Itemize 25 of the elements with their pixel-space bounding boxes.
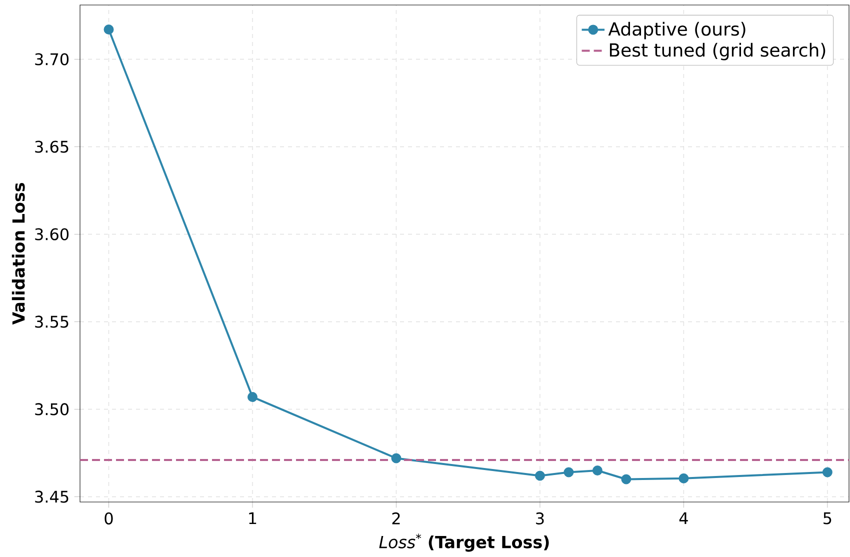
y-tick-label: 3.65 [35,140,68,153]
point [678,473,689,484]
point [621,474,632,484]
y-axis-title: Validation Loss [12,182,25,325]
x-tick-label: 4 [679,512,688,524]
point [592,465,602,476]
legend-label: Best tuned (grid search) [610,42,826,60]
y-tick-label: 3.45 [35,490,68,503]
x-tick-label: 5 [824,512,832,524]
x-tick-label: 0 [104,512,113,524]
x-tick-label: 2 [392,512,400,524]
x-tick-label: 3 [536,512,544,524]
y-tick-label: 3.50 [35,403,69,416]
point [247,392,258,402]
x-axis-title: Loss$^{*}$ (Target Loss) [379,534,549,552]
point [534,470,545,481]
y-tick-label: 3.55 [35,316,68,328]
y-tick-label: 3.70 [35,53,69,66]
x-tick-label: 1 [249,512,256,524]
legend-label: Adaptive (ours) [608,22,746,40]
point [564,467,574,478]
point [822,467,832,478]
point [391,453,402,464]
point [104,24,114,34]
y-tick-label: 3.60 [35,228,69,240]
